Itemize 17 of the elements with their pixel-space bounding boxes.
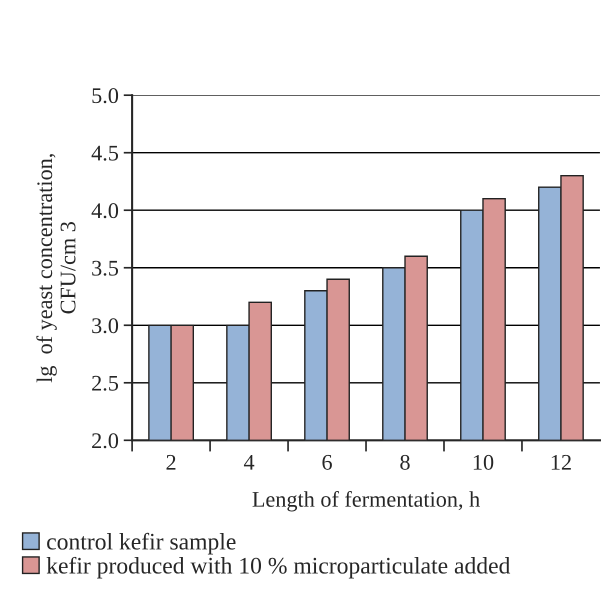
x-tick-label: 10 <box>474 454 494 470</box>
y-tick-label: 4.5 <box>92 146 118 161</box>
y-tick-label: 3.5 <box>92 260 118 276</box>
y-tick-label: 4.0 <box>92 203 118 218</box>
legend-label: kefir produced with 10 % microparticulate added <box>46 556 510 578</box>
x-tick-label: 4 <box>244 454 254 470</box>
legend-label: control kefir sample <box>47 532 236 554</box>
y-tick-label: 5.0 <box>92 88 118 104</box>
x-tick-label: 12 <box>552 454 571 470</box>
x-tick-label: 8 <box>400 454 410 470</box>
x-axis-title: Length of fermentation, h <box>252 491 480 512</box>
x-tick-label: 6 <box>322 454 332 470</box>
y-tick-label: 2.5 <box>92 376 118 391</box>
y-tick-label: 3.0 <box>92 318 118 334</box>
x-tick-label: 2 <box>166 454 176 470</box>
y-axis-title: lg of yeast concentration, CFU/cm 3 <box>36 154 76 382</box>
y-tick-label: 2.0 <box>92 433 118 448</box>
